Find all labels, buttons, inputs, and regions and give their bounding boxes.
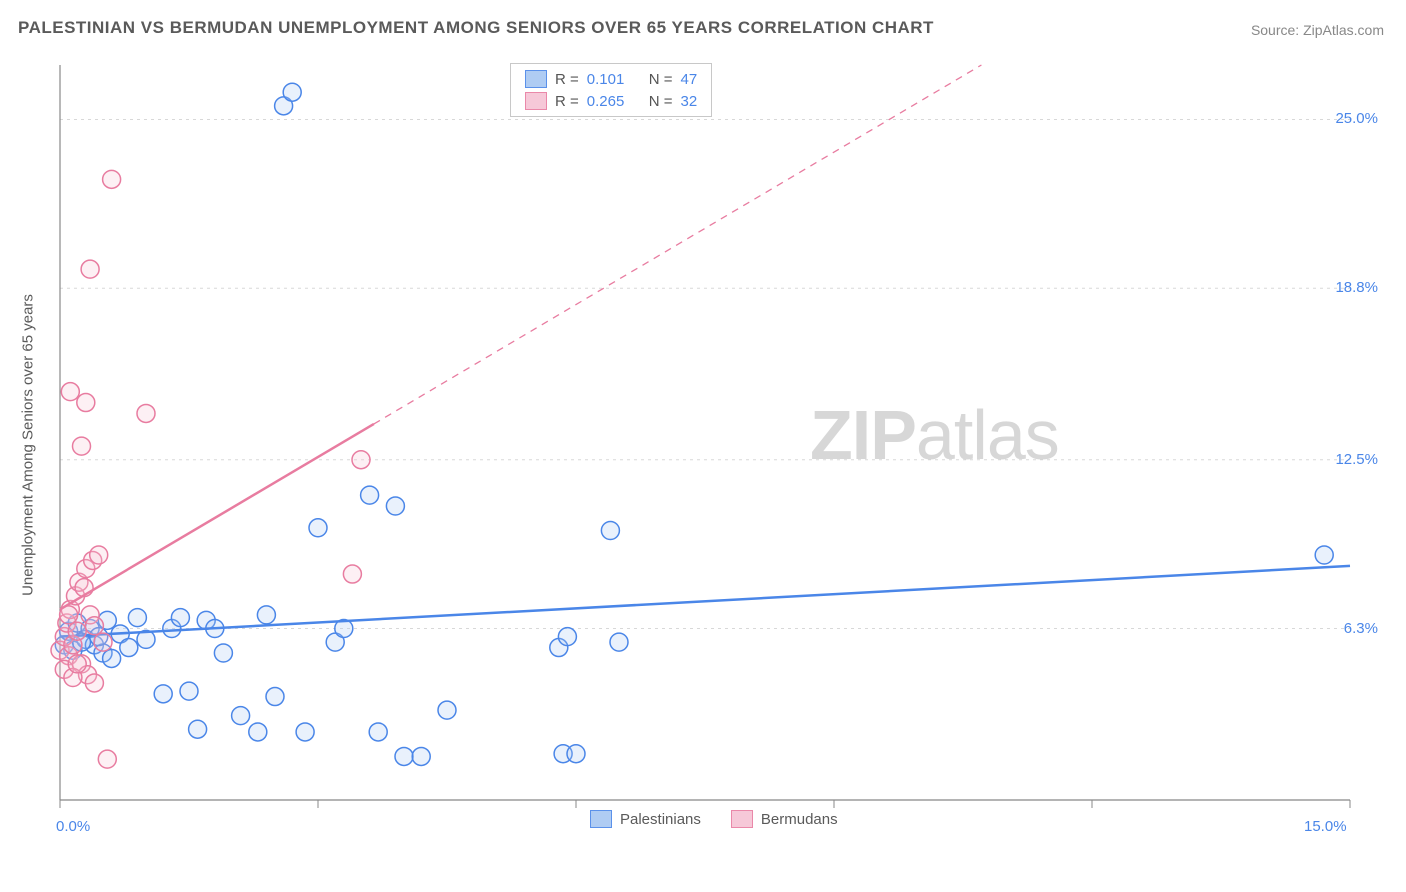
chart-title: PALESTINIAN VS BERMUDAN UNEMPLOYMENT AMO…: [18, 18, 934, 38]
legend-swatch: [590, 810, 612, 828]
y-tick-label: 12.5%: [1335, 451, 1378, 468]
x-tick-label: 15.0%: [1304, 818, 1347, 835]
legend-correlation: R = 0.101 N = 47 R = 0.265 N = 32: [510, 63, 712, 117]
legend-n-label: N =: [649, 71, 673, 88]
y-tick-label: 18.8%: [1335, 279, 1378, 296]
legend-row: R = 0.265 N = 32: [525, 92, 697, 110]
legend-swatch: [525, 70, 547, 88]
legend-swatch: [731, 810, 753, 828]
legend-n-label: N =: [649, 93, 673, 110]
legend-swatch: [525, 92, 547, 110]
legend-r-label: R =: [555, 93, 579, 110]
source-label: Source: ZipAtlas.com: [1251, 22, 1384, 38]
y-tick-label: 25.0%: [1335, 110, 1378, 127]
legend-series-name: Palestinians: [620, 811, 701, 828]
y-tick-label: 6.3%: [1344, 620, 1378, 637]
scatter-plot: [50, 55, 1390, 835]
legend-r-value: 0.101: [587, 71, 641, 88]
legend-series-item: Palestinians: [590, 810, 701, 828]
legend-n-value: 47: [681, 71, 698, 88]
legend-series-name: Bermudans: [761, 811, 838, 828]
legend-row: R = 0.101 N = 47: [525, 70, 697, 88]
legend-r-label: R =: [555, 71, 579, 88]
legend-series-item: Bermudans: [731, 810, 838, 828]
legend-n-value: 32: [681, 93, 698, 110]
y-axis-label: Unemployment Among Seniors over 65 years: [20, 294, 37, 596]
x-tick-label: 0.0%: [56, 818, 90, 835]
legend-series: Palestinians Bermudans: [590, 810, 838, 828]
legend-r-value: 0.265: [587, 93, 641, 110]
chart-area: Unemployment Among Seniors over 65 years…: [50, 55, 1390, 835]
